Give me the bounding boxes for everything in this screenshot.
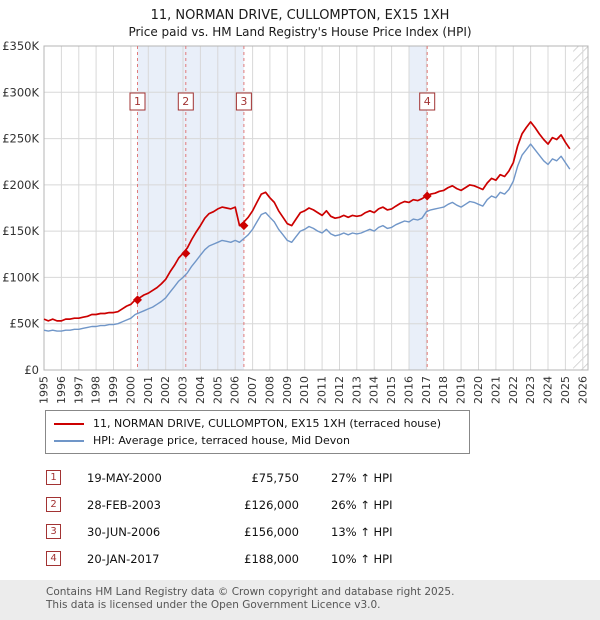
sale-point-marker bbox=[133, 295, 142, 305]
sale-date: 30-JUN-2006 bbox=[87, 524, 161, 539]
x-axis-tick-label: 2006 bbox=[229, 376, 242, 404]
x-axis-tick-label: 2003 bbox=[177, 376, 190, 404]
x-axis-tick-label: 2001 bbox=[142, 376, 155, 404]
x-axis-tick-label: 2018 bbox=[437, 376, 450, 404]
y-axis-tick-label: £350K bbox=[2, 40, 39, 53]
x-axis-tick-label: 2002 bbox=[159, 376, 172, 404]
footer: Contains HM Land Registry data © Crown c… bbox=[0, 580, 600, 620]
property-line-swatch bbox=[54, 422, 84, 425]
legend-label-property: 11, NORMAN DRIVE, CULLOMPTON, EX15 1XH (… bbox=[93, 417, 442, 430]
x-axis-tick-label: 2015 bbox=[385, 376, 398, 404]
page-subtitle: Price paid vs. HM Land Registry's House … bbox=[128, 25, 472, 39]
x-axis-tick-label: 2005 bbox=[211, 376, 224, 404]
x-axis-tick-label: 2013 bbox=[350, 376, 363, 404]
sale-row: 1 19-MAY-2000 £75,750 27% ↑ HPI bbox=[46, 464, 600, 491]
x-axis-tick-label: 2026 bbox=[576, 376, 589, 404]
x-axis-tick-label: 2008 bbox=[263, 376, 276, 404]
sale-number-badge bbox=[129, 92, 146, 111]
sale-price: £156,000 bbox=[244, 524, 299, 539]
x-axis-tick-label: 2007 bbox=[246, 376, 259, 404]
y-axis-tick-label: £0 bbox=[24, 363, 39, 377]
sale-number-badge bbox=[419, 92, 436, 111]
y-axis-tick-label: £50K bbox=[10, 317, 40, 331]
sale-number-badge bbox=[177, 92, 194, 111]
price-history-chart: 1 2 3 4 £0 £50K £100K £150K £200K £250K £300K £350K… bbox=[2, 40, 589, 404]
series-line-property bbox=[43, 121, 571, 322]
sale-point-marker bbox=[239, 221, 249, 231]
sale-number-badge-label: 3 bbox=[240, 95, 247, 108]
x-axis-tick-label: 2011 bbox=[316, 376, 329, 404]
sale-date: 19-MAY-2000 bbox=[87, 470, 162, 485]
x-axis-tick-label: 1995 bbox=[38, 376, 51, 404]
x-axis-tick-label: 2010 bbox=[298, 376, 311, 404]
sale-price: £75,750 bbox=[251, 470, 299, 485]
footer-licence: This data is licensed under the Open Gov… bbox=[46, 599, 381, 611]
x-axis-tick-label: 2012 bbox=[333, 376, 346, 404]
sale-hpi-delta: 27% ↑ HPI bbox=[331, 470, 393, 485]
sale-number-badge: 1 bbox=[46, 470, 61, 485]
x-axis-tick-label: 2023 bbox=[524, 376, 537, 404]
sale-number-badge-label: 2 bbox=[182, 95, 189, 108]
y-axis-tick-label: £200K bbox=[2, 178, 39, 192]
legend-label-hpi: HPI: Average price, terraced house, Mid … bbox=[93, 434, 350, 447]
y-axis-tick-label: £150K bbox=[2, 224, 39, 238]
sale-row: 4 20-JAN-2017 £188,000 10% ↑ HPI bbox=[46, 545, 600, 572]
x-axis-tick-label: 2004 bbox=[194, 376, 207, 404]
sale-hpi-delta: 13% ↑ HPI bbox=[331, 524, 393, 539]
sale-hpi-delta: 10% ↑ HPI bbox=[331, 551, 393, 566]
sale-row: 2 28-FEB-2003 £126,000 26% ↑ HPI bbox=[46, 491, 600, 518]
x-axis-tick-label: 2021 bbox=[489, 376, 502, 404]
sale-date: 28-FEB-2003 bbox=[87, 497, 161, 512]
plot-background bbox=[44, 46, 588, 370]
x-axis-tick-label: 2009 bbox=[281, 376, 294, 404]
x-axis-tick-label: 2020 bbox=[472, 376, 485, 404]
sale-point-marker bbox=[181, 248, 191, 258]
x-axis-tick-label: 2014 bbox=[368, 376, 381, 404]
x-axis-tick-label: 2019 bbox=[455, 376, 468, 404]
x-axis-tick-label: 2025 bbox=[559, 376, 572, 404]
x-axis-tick-label: 2022 bbox=[507, 376, 520, 404]
x-axis-tick-label: 2000 bbox=[124, 376, 137, 404]
sales-table: 1 19-MAY-2000 £75,750 27% ↑ HPI 2 28-FEB-2003… bbox=[46, 464, 600, 572]
sale-row: 3 30-JUN-2006 £156,000 13% ↑ HPI bbox=[46, 518, 600, 545]
page-title: 11, NORMAN DRIVE, CULLOMPTON, EX15 1XH bbox=[150, 8, 450, 23]
sale-number-badge-label: 1 bbox=[134, 95, 141, 108]
sale-price: £188,000 bbox=[244, 551, 299, 566]
future-hatch-region bbox=[573, 46, 588, 370]
sale-number-badge: 4 bbox=[46, 551, 61, 566]
sale-number-badge: 3 bbox=[46, 524, 61, 539]
x-axis-tick-label: 2024 bbox=[542, 376, 555, 404]
x-axis-tick-label: 2017 bbox=[420, 376, 433, 404]
sale-hpi-delta: 26% ↑ HPI bbox=[331, 497, 393, 512]
x-axis-tick-label: 2016 bbox=[403, 376, 416, 404]
footer-copyright: Contains HM Land Registry data © Crown c… bbox=[46, 586, 455, 598]
y-axis-tick-label: £250K bbox=[2, 132, 39, 146]
hpi-line-swatch bbox=[54, 439, 84, 442]
x-axis-tick-label: 1997 bbox=[72, 376, 85, 404]
sale-point-marker bbox=[422, 191, 432, 201]
sale-date: 20-JAN-2017 bbox=[87, 551, 160, 566]
chart-legend: 11, NORMAN DRIVE, CULLOMPTON, EX15 1XH (… bbox=[45, 410, 471, 454]
x-axis-tick-label: 1998 bbox=[90, 376, 103, 404]
y-axis-tick-label: £300K bbox=[2, 85, 39, 99]
y-axis-tick-label: £100K bbox=[2, 270, 39, 284]
sale-number-badge-label: 4 bbox=[424, 95, 431, 108]
series-line-hpi bbox=[43, 143, 571, 332]
legend-item-hpi: HPI: Average price, terraced house, Mid … bbox=[54, 432, 441, 449]
ownership-band bbox=[409, 46, 428, 370]
sale-price: £126,000 bbox=[244, 497, 299, 512]
sale-number-badge: 2 bbox=[46, 497, 61, 512]
x-axis-tick-label: 1996 bbox=[55, 376, 68, 404]
plot-border bbox=[43, 45, 589, 371]
legend-item-property: 11, NORMAN DRIVE, CULLOMPTON, EX15 1XH (… bbox=[54, 415, 441, 432]
x-axis-tick-label: 1999 bbox=[107, 376, 120, 404]
sale-number-badge bbox=[235, 92, 252, 111]
